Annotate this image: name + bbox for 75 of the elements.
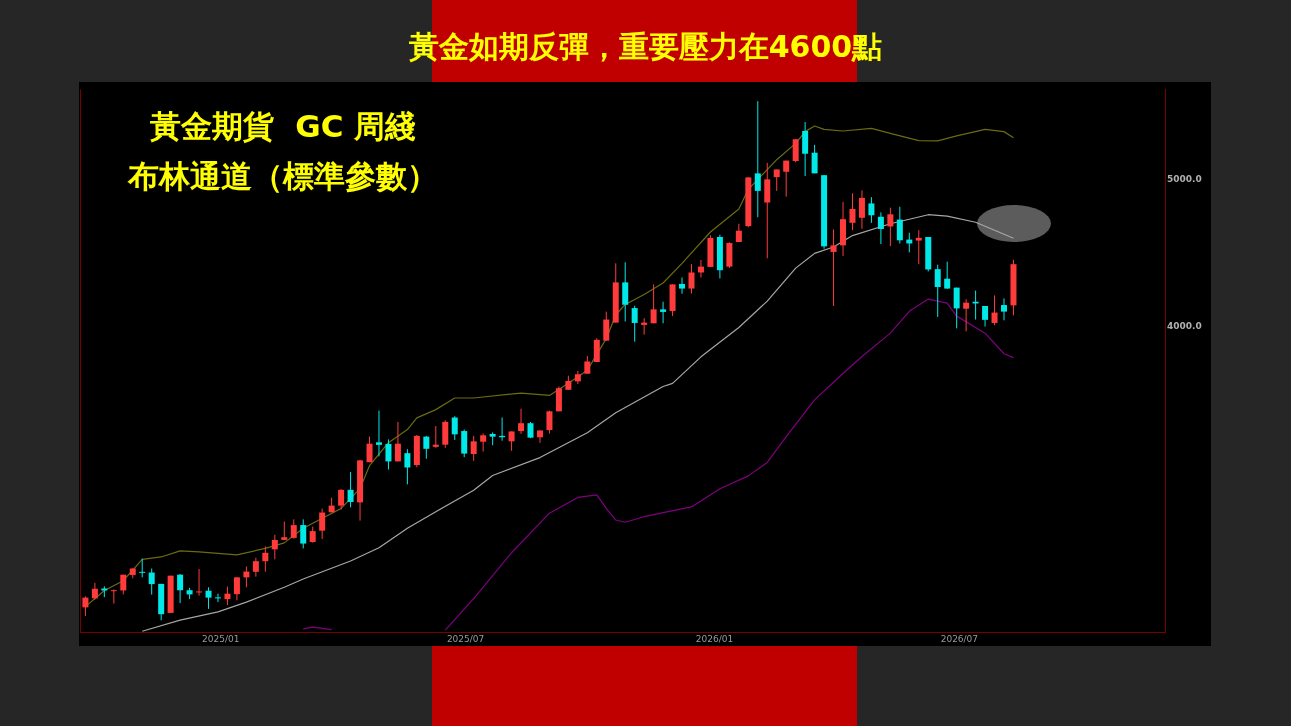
candlestick	[603, 311, 610, 342]
candlestick	[423, 435, 430, 460]
candlestick	[660, 301, 667, 324]
candlestick	[233, 576, 240, 601]
candlestick	[915, 229, 922, 265]
candlestick	[783, 160, 790, 198]
candlestick	[944, 261, 951, 290]
candlestick	[205, 586, 212, 610]
candlestick	[982, 305, 989, 328]
x-tick-label: 2025/01	[202, 633, 240, 644]
annotation: 布林通道（標準參數）	[126, 157, 439, 196]
candlestick	[385, 438, 392, 471]
candlestick	[281, 521, 288, 541]
candlestick	[224, 586, 231, 606]
candlestick	[404, 448, 411, 485]
candlestick	[792, 138, 799, 163]
candlestick	[849, 192, 856, 231]
candlestick	[252, 557, 259, 578]
candlestick	[470, 435, 477, 462]
candlestick	[536, 429, 543, 444]
candlestick	[347, 471, 354, 508]
candlestick	[110, 588, 117, 605]
candlestick	[868, 196, 875, 224]
candlestick	[1001, 297, 1008, 321]
candlestick	[953, 287, 960, 329]
text: 黃金期貨 GC 周綫	[148, 107, 418, 146]
candlestick	[764, 162, 771, 259]
candlestick	[461, 429, 468, 458]
x-tick-label: 2025/07	[446, 633, 485, 644]
candlestick	[830, 228, 837, 307]
candlestick	[432, 425, 439, 449]
candlestick	[754, 100, 761, 218]
candlestick	[896, 206, 903, 244]
y-tick-label: 4000.0	[1167, 321, 1202, 332]
candlestick	[688, 263, 695, 294]
candlestick	[480, 432, 487, 453]
candlestick	[271, 534, 278, 560]
candlestick	[574, 370, 581, 385]
candlestick	[177, 573, 184, 604]
candlestick	[91, 582, 98, 601]
candlestick	[934, 264, 941, 318]
candlestick	[963, 298, 970, 332]
candlestick	[290, 518, 297, 540]
x-tick-label: 2026/07	[940, 633, 979, 644]
candlestick	[442, 419, 449, 449]
candlestick	[679, 277, 686, 295]
candlestick	[300, 518, 307, 549]
candlestick	[451, 415, 458, 441]
candlestick	[622, 261, 629, 322]
candlestick	[858, 189, 865, 230]
candlestick	[196, 568, 203, 597]
candlestick	[991, 294, 998, 326]
candlestick	[338, 488, 345, 511]
candlestick	[555, 386, 562, 412]
candlestick	[262, 545, 269, 573]
candlestick	[148, 568, 155, 596]
candlestick	[375, 410, 382, 457]
candlestick	[319, 508, 326, 540]
candlestick	[877, 211, 884, 245]
candlestick	[518, 408, 525, 435]
candlestick	[887, 207, 894, 247]
y-tick-label: 5000.0	[1167, 174, 1202, 185]
candlestick	[214, 593, 221, 603]
candlestick	[139, 558, 146, 578]
candlestick	[508, 430, 515, 452]
candlestick	[726, 241, 733, 269]
candlestick	[366, 436, 373, 463]
candlestick	[394, 421, 401, 462]
candlestick	[773, 168, 780, 192]
candlestick	[631, 305, 638, 343]
candlestick	[82, 595, 89, 617]
candlestick	[811, 144, 818, 174]
x-tick-label: 2026/01	[695, 633, 734, 644]
candlestick	[650, 283, 657, 324]
candlestick	[802, 121, 809, 177]
